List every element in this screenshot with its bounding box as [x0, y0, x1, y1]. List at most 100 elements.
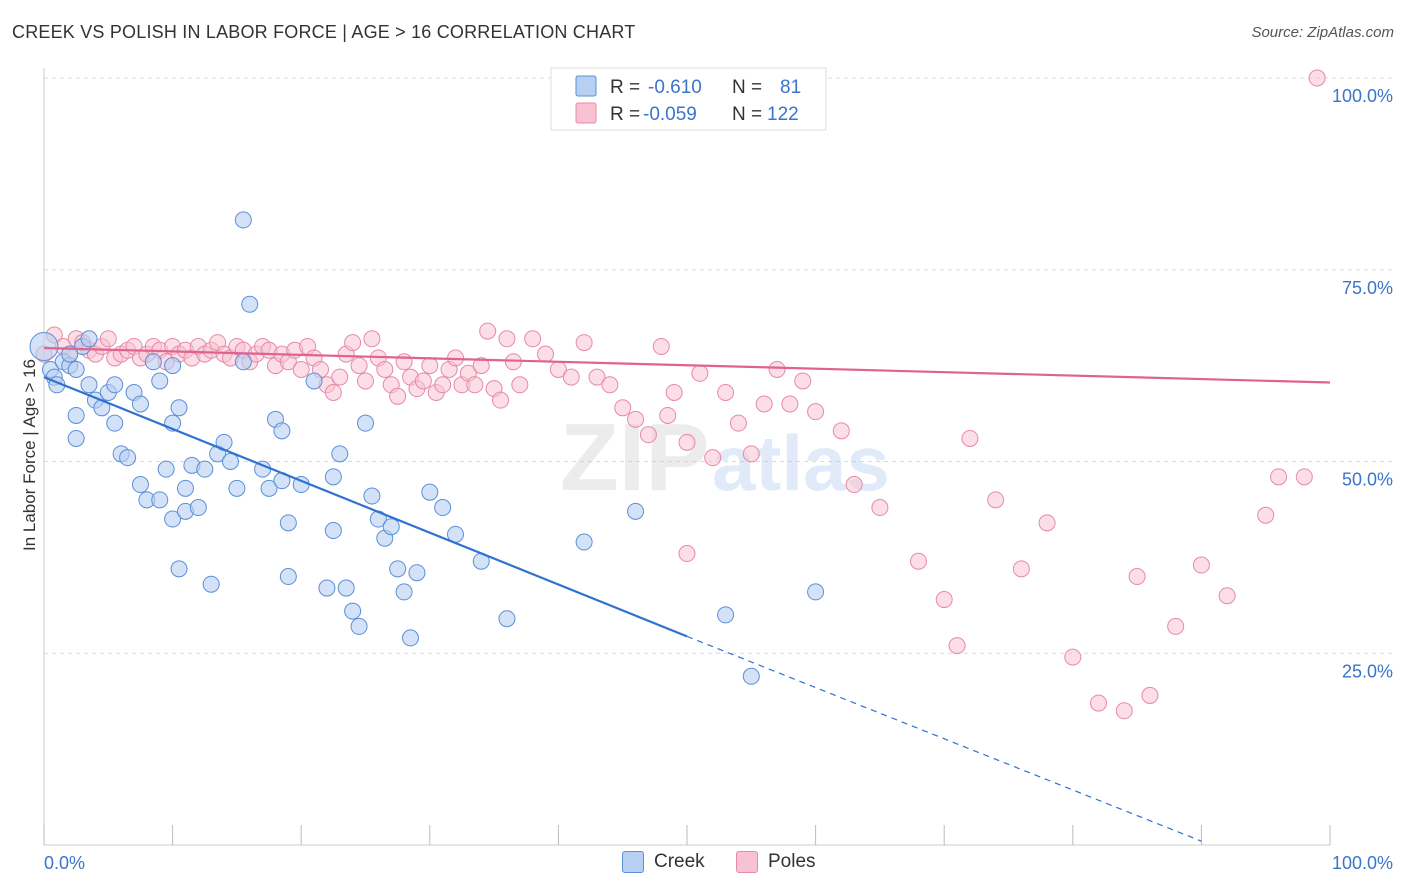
creek-point: [408, 564, 426, 582]
creek-point: [357, 414, 374, 432]
creek-point: [151, 372, 169, 390]
creek-point: [228, 479, 246, 497]
poles-point: [678, 433, 696, 451]
poles-point: [1090, 694, 1108, 712]
creek-point: [241, 295, 259, 313]
poles-point: [871, 499, 889, 517]
x-tick-labels: 0.0% 100.0%: [44, 853, 1393, 873]
poles-point: [948, 637, 966, 655]
creek-point: [434, 499, 452, 517]
poles-point: [1218, 587, 1236, 605]
creek-point: [402, 629, 420, 647]
poles-point: [344, 334, 362, 352]
creek-point: [106, 376, 124, 394]
poles-point: [639, 426, 657, 444]
creek-point: [196, 460, 214, 478]
legend-creek-n-label: N =: [732, 77, 762, 98]
creek-point: [389, 560, 407, 578]
poles-point: [935, 591, 953, 609]
poles-point: [652, 337, 670, 355]
poles-point: [331, 368, 349, 386]
poles-point: [434, 376, 452, 394]
poles-point: [832, 422, 850, 440]
top-legend-box: [550, 67, 827, 131]
poles-point: [601, 376, 619, 394]
creek-point: [279, 568, 297, 586]
creek-point: [260, 479, 278, 497]
creek-point: [170, 399, 188, 417]
creek-point: [164, 510, 182, 528]
creek-point: [279, 514, 297, 532]
poles-point: [1192, 556, 1210, 574]
y-tick-labels: 25.0% 50.0% 75.0% 100.0%: [1332, 86, 1393, 681]
legend-poles-n-value: 122: [767, 104, 799, 125]
creek-point: [144, 353, 162, 371]
creek-trend-extension: [686, 635, 1202, 842]
creek-point: [119, 449, 137, 467]
creek-point: [67, 429, 85, 447]
poles-point: [357, 372, 374, 390]
poles-points: [35, 69, 1326, 720]
poles-point: [742, 445, 760, 463]
chart-title: CREEK VS POLISH IN LABOR FORCE | AGE > 1…: [12, 22, 636, 42]
poles-trend-line: [43, 346, 1331, 384]
poles-point: [479, 322, 497, 340]
bottom-legend: Creek Poles: [0, 851, 1406, 879]
legend-creek-n-value: 81: [780, 77, 801, 98]
creek-point: [305, 372, 323, 390]
creek-point: [67, 406, 85, 424]
creek-swatch: [622, 851, 644, 873]
creek-point: [67, 360, 85, 378]
poles-point: [678, 545, 696, 563]
legend-creek-r-value: -0.610: [648, 77, 702, 98]
legend-poles-r-value: -0.059: [643, 104, 697, 125]
poles-point: [472, 357, 490, 375]
poles-point: [717, 383, 735, 401]
creek-point: [627, 502, 645, 520]
creek-point: [221, 453, 239, 470]
creek-point: [337, 579, 355, 597]
legend-poles-r-label: R =: [610, 104, 640, 125]
watermark: ZIP atlas: [560, 404, 890, 511]
creek-point: [61, 345, 79, 363]
creek-point: [164, 357, 182, 375]
poles-point: [807, 403, 825, 421]
poles-point: [1308, 69, 1326, 87]
y-tick-label: 25.0%: [1342, 661, 1393, 681]
poles-point: [292, 360, 310, 378]
x-tick-label: 100.0%: [1332, 853, 1393, 873]
poles-point: [1141, 686, 1159, 704]
poles-point: [1128, 568, 1146, 586]
poles-point: [524, 330, 542, 348]
top-legend: R = -0.610 N = 81 R = -0.059 N = 122: [550, 67, 827, 131]
creek-point: [575, 533, 593, 551]
legend-item-creek[interactable]: Creek: [622, 851, 705, 873]
poles-point: [1167, 617, 1185, 635]
poles-swatch: [736, 851, 758, 873]
poles-legend-label: Poles: [768, 851, 816, 872]
legend-poles-swatch: [575, 102, 597, 124]
poles-point: [794, 372, 812, 390]
poles-point: [691, 364, 709, 382]
poles-point: [1270, 468, 1288, 486]
legend-item-poles[interactable]: Poles: [736, 851, 816, 873]
poles-point: [562, 368, 580, 386]
creek-point: [157, 460, 175, 478]
creek-point: [131, 395, 149, 413]
creek-point: [742, 667, 760, 685]
poles-point: [768, 360, 786, 378]
creek-point: [189, 499, 207, 517]
poles-point: [324, 383, 342, 401]
creek-point: [170, 560, 188, 578]
poles-point: [511, 376, 529, 394]
poles-point: [961, 429, 979, 447]
creek-point: [131, 476, 149, 494]
creek-point: [421, 483, 439, 501]
x-tick-label: 0.0%: [44, 853, 85, 873]
poles-point: [1295, 468, 1313, 486]
creek-points: [29, 211, 825, 685]
creek-point: [498, 610, 516, 628]
poles-point: [350, 357, 368, 375]
creek-point: [331, 445, 349, 463]
creek-point: [234, 353, 252, 371]
